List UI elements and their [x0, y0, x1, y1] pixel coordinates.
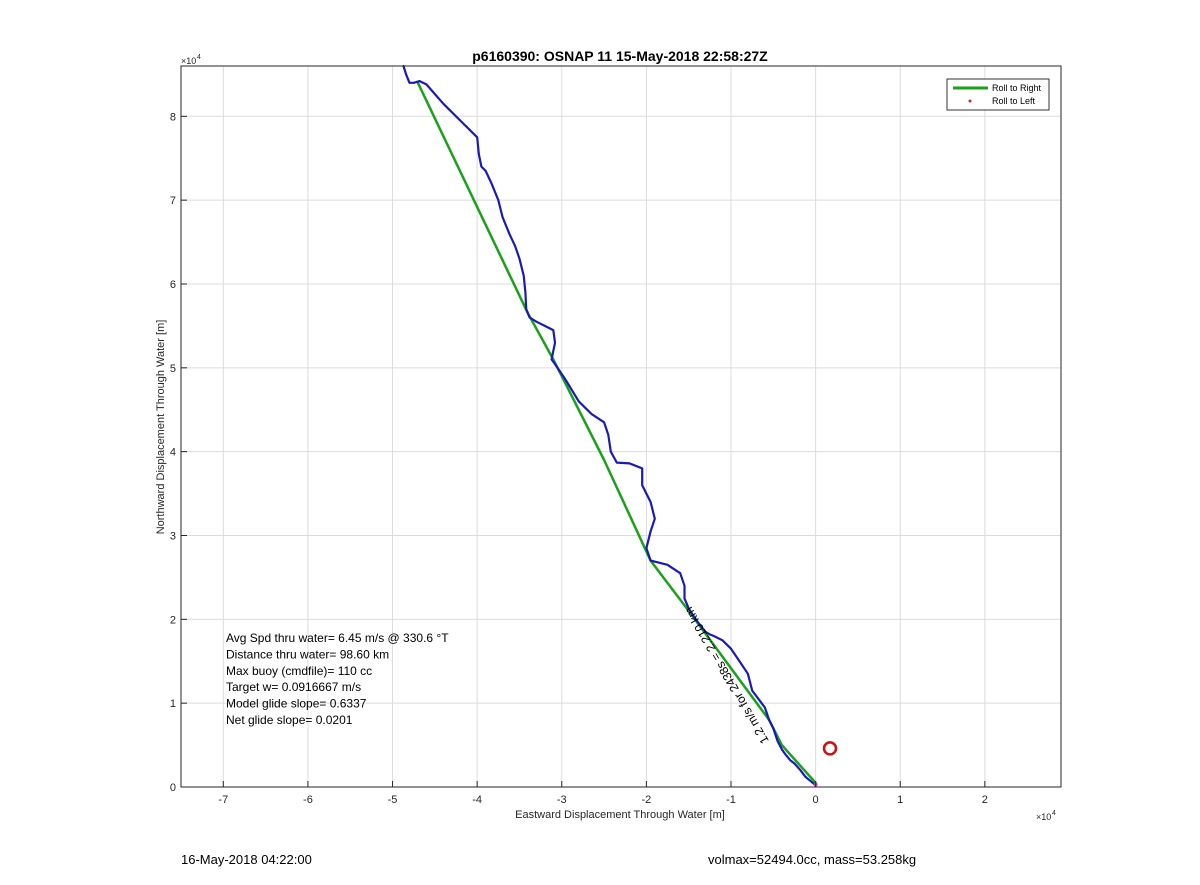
- current-position-marker: [822, 741, 838, 756]
- x-exponent-base: ×10: [1036, 812, 1051, 822]
- legend-label-roll-right: Roll to Right: [992, 83, 1042, 93]
- footer-timestamp: 16-May-2018 04:22:00: [181, 852, 312, 867]
- stats-line: Net glide slope= 0.0201: [226, 713, 353, 727]
- chart-title: p6160390: OSNAP 11 15-May-2018 22:58:27Z: [472, 48, 768, 64]
- y-tick-label: 0: [170, 782, 176, 794]
- stats-line: Model glide slope= 0.6337: [226, 697, 367, 711]
- x-tick-label: 0: [813, 794, 819, 806]
- stats-line: Target w= 0.0916667 m/s: [226, 680, 361, 694]
- stats-line: Avg Spd thru water= 6.45 m/s @ 330.6 °T: [226, 631, 449, 645]
- legend-box: [946, 78, 1050, 111]
- x-exponent-power: 4: [1052, 810, 1056, 817]
- x-tick-label: -2: [641, 794, 651, 806]
- stats-annotation: Avg Spd thru water= 6.45 m/s @ 330.6 °T D…: [226, 631, 449, 727]
- x-tick-label: -3: [557, 794, 567, 806]
- legend-label-roll-left: Roll to Left: [992, 96, 1036, 106]
- y-tick-label: 4: [170, 447, 176, 459]
- axes-frame: [180, 65, 1062, 788]
- y-tick-label: 1: [170, 698, 176, 710]
- y-tick-label: 5: [170, 363, 176, 375]
- x-tick-label: -5: [388, 794, 398, 806]
- segment-speed-annotation: 1.2 m/s for 2438s = 2.210 km: [682, 605, 772, 747]
- x-tick-label: 2: [982, 794, 988, 806]
- series-track-line: [402, 64, 817, 787]
- x-axis-label: Eastward Displacement Through Water [m]: [515, 809, 725, 821]
- legend-swatch-roll-left: [968, 99, 972, 103]
- y-tick-label: 6: [170, 279, 176, 291]
- y-axis-label: Northward Displacement Through Water [m]: [155, 320, 167, 535]
- y-tick-label: 7: [170, 195, 176, 207]
- y-tick-label: 8: [170, 111, 176, 123]
- y-exponent-power: 4: [197, 54, 201, 61]
- tick-layer: -7 -6 -5 -4 -3 -2 -1 0 1 2 0 1 2 3 4 5 6 7 8: [170, 111, 988, 806]
- y-exponent-base: ×10: [181, 56, 196, 66]
- y-tick-label: 2: [170, 614, 176, 626]
- stats-line: Max buoy (cmdfile)= 110 cc: [226, 664, 372, 678]
- legend: Roll to Right Roll to Left: [946, 78, 1050, 111]
- x-tick-label: -6: [303, 794, 313, 806]
- y-exponent: ×10 4: [181, 54, 201, 66]
- series-layer: [402, 64, 838, 787]
- x-tick-label: -4: [472, 794, 482, 806]
- y-tick-label: 3: [170, 530, 176, 542]
- stats-line: Distance thru water= 98.60 km: [226, 647, 389, 661]
- x-tick-label: 1: [897, 794, 903, 806]
- grid-lines: [181, 66, 1061, 788]
- x-tick-label: -1: [726, 794, 736, 806]
- footer-vol-mass: volmax=52494.0cc, mass=53.258kg: [708, 852, 917, 867]
- x-tick-label: -7: [218, 794, 228, 806]
- x-exponent: ×10 4: [1036, 810, 1056, 822]
